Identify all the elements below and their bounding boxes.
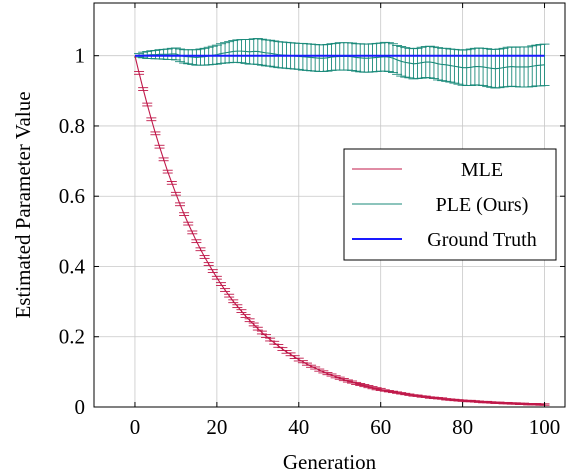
- y-tick-label: 0.4: [59, 254, 86, 278]
- x-tick-label: 20: [206, 415, 227, 439]
- legend-label: MLE: [461, 159, 503, 181]
- y-tick-label: 0.2: [59, 325, 85, 349]
- legend: MLE PLE (Ours) Ground Truth: [343, 148, 557, 261]
- axes-frame: [93, 2, 566, 408]
- x-tick-label: 0: [130, 415, 141, 439]
- legend-label: Ground Truth: [427, 229, 536, 251]
- series-mle: [134, 55, 550, 406]
- x-tick-label: 100: [529, 415, 561, 439]
- plot-series: [134, 38, 550, 406]
- legend-label: PLE (Ours): [436, 194, 529, 216]
- y-tick-label: 0: [75, 395, 86, 419]
- x-tick-labels: 0 20 40 60 80 100: [130, 415, 561, 439]
- x-tick-label: 80: [452, 415, 473, 439]
- y-tick-labels: 0 0.2 0.4 0.6 0.8 1: [59, 44, 86, 419]
- x-tick-label: 60: [370, 415, 391, 439]
- x-axis-label: Generation: [283, 450, 377, 474]
- series-line-mle: [134, 55, 545, 406]
- y-tick-label: 1: [75, 44, 86, 68]
- x-tick-label: 40: [288, 415, 309, 439]
- axes: [93, 2, 566, 408]
- y-tick-label: 0.8: [59, 114, 85, 138]
- series-ple-ours: [134, 38, 550, 89]
- y-tick-label: 0.6: [59, 184, 85, 208]
- y-axis-label: Estimated Parameter Value: [11, 91, 35, 318]
